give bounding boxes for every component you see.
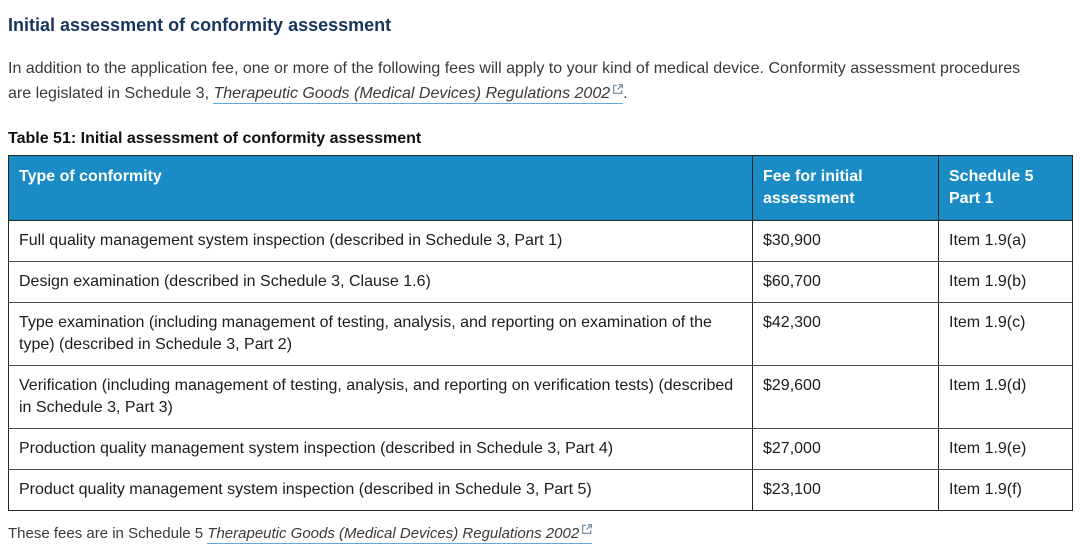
- cell-fee: $42,300: [752, 302, 939, 366]
- cell-type: Production quality management system ins…: [8, 428, 753, 470]
- table-header-row: Type of conformity Fee for initial asses…: [8, 155, 1073, 221]
- table-row: Design examination (described in Schedul…: [8, 261, 1073, 303]
- intro-text-before-link: In addition to the application fee, one …: [8, 60, 1021, 102]
- table-row: Product quality management system inspec…: [8, 469, 1073, 511]
- cell-item: Item 1.9(e): [938, 428, 1073, 470]
- cell-type: Full quality management system inspectio…: [8, 220, 753, 262]
- regulations-link[interactable]: Therapeutic Goods (Medical Devices) Regu…: [213, 84, 624, 104]
- cell-fee: $29,600: [752, 365, 939, 429]
- intro-text-after-link: .: [623, 85, 628, 102]
- table-row: Type examination (including management o…: [8, 302, 1073, 366]
- column-header-schedule: Schedule 5 Part 1: [938, 155, 1073, 221]
- table-row: Full quality management system inspectio…: [8, 220, 1073, 262]
- intro-paragraph: In addition to the application fee, one …: [8, 56, 1040, 106]
- cell-type: Type examination (including management o…: [8, 302, 753, 366]
- page-title: Initial assessment of conformity assessm…: [8, 15, 392, 35]
- cell-type: Product quality management system inspec…: [8, 469, 753, 511]
- cell-type: Verification (including management of te…: [8, 365, 753, 429]
- cell-item: Item 1.9(a): [938, 220, 1073, 262]
- table-row: Verification (including management of te…: [8, 365, 1073, 429]
- cell-fee: $60,700: [752, 261, 939, 303]
- table-caption: Table 51: Initial assessment of conformi…: [8, 130, 422, 147]
- cell-item: Item 1.9(d): [938, 365, 1073, 429]
- cell-type: Design examination (described in Schedul…: [8, 261, 753, 303]
- cell-fee: $30,900: [752, 220, 939, 262]
- cell-item: Item 1.9(f): [938, 469, 1073, 511]
- table-row: Production quality management system ins…: [8, 428, 1073, 470]
- cell-fee: $23,100: [752, 469, 939, 511]
- regulations-link-label: Therapeutic Goods (Medical Devices) Regu…: [213, 85, 611, 102]
- external-link-icon: [582, 524, 593, 534]
- conformity-fees-table: Type of conformity Fee for initial asses…: [8, 155, 1073, 511]
- external-link-icon: [613, 84, 624, 94]
- cell-fee: $27,000: [752, 428, 939, 470]
- column-header-type-of-conformity: Type of conformity: [8, 155, 753, 221]
- cell-item: Item 1.9(c): [938, 302, 1073, 366]
- footnote: These fees are in Schedule 5 Therapeutic…: [8, 524, 1072, 544]
- cell-item: Item 1.9(b): [938, 261, 1073, 303]
- footnote-regulations-link[interactable]: Therapeutic Goods (Medical Devices) Regu…: [207, 524, 593, 544]
- column-header-fee: Fee for initial assessment: [752, 155, 939, 221]
